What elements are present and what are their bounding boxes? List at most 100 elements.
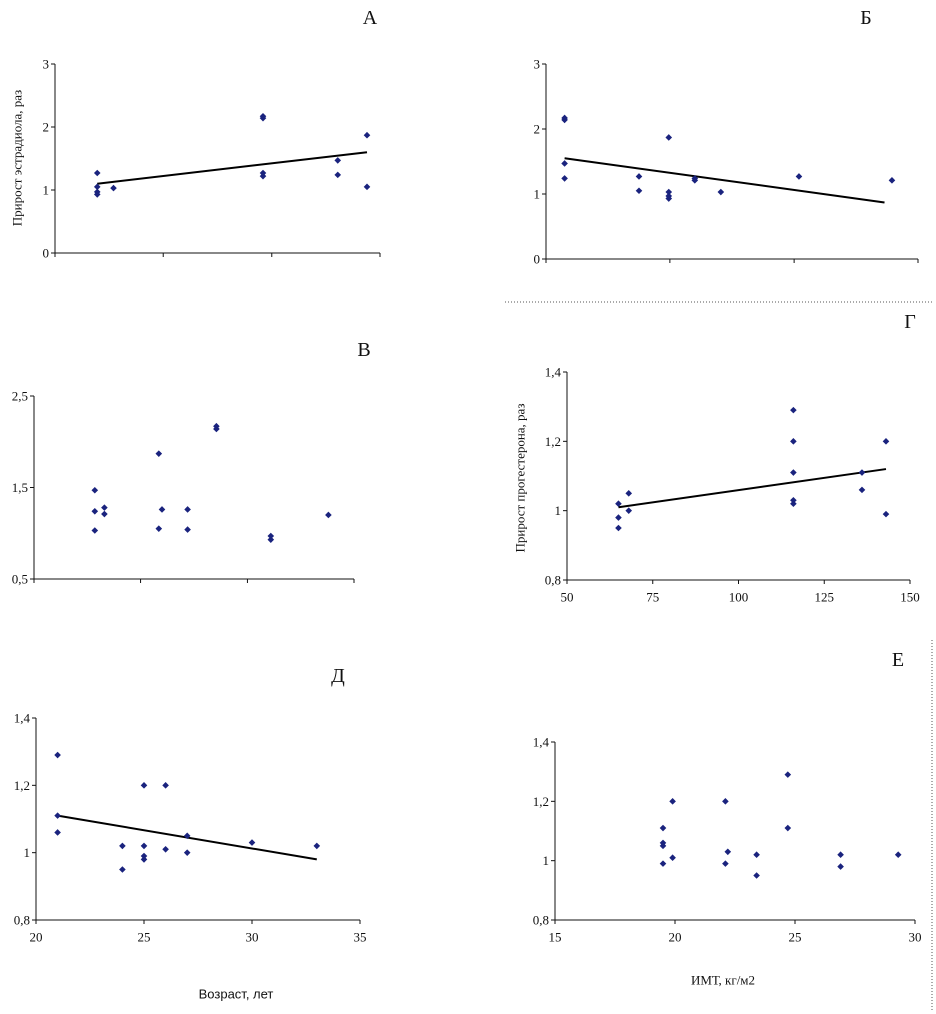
x-tick-label: 75 bbox=[646, 590, 659, 605]
data-point bbox=[363, 131, 371, 139]
y-tick-label: 3 bbox=[534, 57, 541, 72]
data-point bbox=[334, 157, 342, 164]
data-point bbox=[93, 191, 101, 198]
data-point bbox=[635, 187, 643, 195]
data-point bbox=[691, 177, 699, 184]
x-tick-label: 100 bbox=[729, 590, 749, 605]
data-point bbox=[882, 438, 890, 445]
y-tick-label: 1 bbox=[24, 845, 31, 860]
data-point bbox=[561, 116, 568, 124]
y-tick-label: 1 bbox=[555, 503, 562, 518]
chart-title: В bbox=[357, 339, 370, 361]
chart-title: Д bbox=[331, 665, 345, 687]
chart-panel-d: Д 0,8 1 1,2 1,4 20 25 30 35 Возраст, лет bbox=[14, 665, 367, 1002]
y-tick-label: 1,2 bbox=[14, 778, 30, 793]
data-point bbox=[625, 507, 633, 514]
data-point bbox=[837, 863, 844, 870]
data-point bbox=[635, 173, 643, 180]
data-point bbox=[665, 134, 673, 141]
x-tick-label: 20 bbox=[30, 930, 43, 945]
y-tick-label: 1 bbox=[543, 853, 550, 868]
x-tick-label: 35 bbox=[354, 930, 367, 945]
x-tick-label: 25 bbox=[789, 930, 802, 945]
chart-title: Г bbox=[904, 311, 916, 333]
trendline bbox=[564, 157, 885, 204]
data-point bbox=[784, 771, 792, 778]
data-point bbox=[155, 525, 163, 532]
x-tick-label: 125 bbox=[815, 590, 835, 605]
data-point bbox=[888, 177, 896, 184]
data-point bbox=[54, 812, 61, 819]
data-point bbox=[724, 848, 732, 856]
y-tick-label: 1,2 bbox=[545, 434, 561, 449]
data-point bbox=[54, 751, 61, 759]
data-point bbox=[753, 851, 760, 859]
chart-title: Е bbox=[892, 649, 904, 671]
trendline bbox=[618, 468, 887, 509]
data-point bbox=[259, 172, 267, 180]
y-tick-label: 1,4 bbox=[14, 711, 31, 726]
data-point bbox=[717, 188, 725, 196]
chart-panel-e: Е 0,8 1 1,2 1,4 15 20 25 30 ИМТ, кг/м2 bbox=[533, 649, 922, 988]
y-tick-label: 2,5 bbox=[12, 389, 28, 404]
x-tick-label: 50 bbox=[561, 590, 574, 605]
data-point bbox=[184, 526, 191, 533]
chart-panel-a: А 0 1 2 3 Прирост эстрадиола, раз bbox=[10, 7, 381, 261]
data-point bbox=[790, 500, 797, 508]
data-point bbox=[790, 406, 797, 414]
data-point bbox=[561, 160, 568, 167]
chart-panel-g: Г 0,8 1 1,2 1,4 50 75 100 125 150 Прирост прогесте… bbox=[513, 311, 920, 605]
data-point bbox=[267, 536, 275, 543]
data-point bbox=[91, 527, 99, 534]
data-point bbox=[615, 524, 622, 532]
data-point bbox=[790, 469, 797, 476]
data-point bbox=[119, 866, 126, 873]
data-point bbox=[313, 842, 321, 850]
data-point bbox=[659, 860, 667, 867]
data-point bbox=[669, 798, 676, 805]
x-tick-label: 25 bbox=[138, 930, 151, 945]
data-point bbox=[790, 496, 797, 504]
data-point bbox=[158, 506, 166, 513]
data-point bbox=[858, 486, 866, 494]
x-axis-label: Возраст, лет bbox=[199, 987, 274, 1002]
data-point bbox=[91, 507, 99, 515]
y-tick-label: 3 bbox=[43, 57, 50, 72]
data-point bbox=[615, 500, 622, 508]
data-point bbox=[665, 188, 673, 196]
data-point bbox=[615, 514, 622, 521]
chart-panel-b: Б 0 1 2 3 bbox=[534, 7, 919, 267]
data-point bbox=[93, 169, 101, 177]
data-point bbox=[790, 438, 797, 445]
data-point bbox=[140, 852, 148, 860]
data-point bbox=[162, 846, 169, 853]
data-point bbox=[259, 114, 267, 122]
data-point bbox=[795, 173, 803, 180]
x-tick-label: 15 bbox=[549, 930, 562, 945]
data-point bbox=[665, 195, 673, 202]
chart-title: Б bbox=[860, 7, 871, 29]
data-point bbox=[659, 824, 667, 832]
data-point bbox=[669, 854, 676, 861]
data-point bbox=[213, 425, 220, 433]
y-tick-label: 1,4 bbox=[545, 365, 562, 380]
data-point bbox=[722, 798, 729, 805]
data-point bbox=[54, 829, 61, 836]
chart-title: А bbox=[363, 7, 378, 29]
data-point bbox=[140, 856, 148, 863]
data-point bbox=[561, 175, 568, 182]
data-point bbox=[267, 532, 275, 540]
data-point bbox=[325, 511, 332, 519]
y-tick-label: 0,8 bbox=[545, 573, 561, 588]
y-tick-label: 0 bbox=[43, 246, 50, 261]
x-tick-label: 150 bbox=[900, 590, 920, 605]
y-tick-label: 0,8 bbox=[14, 913, 30, 928]
y-tick-label: 0,5 bbox=[12, 572, 28, 587]
y-tick-label: 1,4 bbox=[533, 735, 550, 750]
y-axis-label: Прирост прогестерона, раз bbox=[513, 404, 528, 553]
data-point bbox=[334, 171, 342, 179]
chart-panel-v: В 0,5 1,5 2,5 bbox=[12, 339, 371, 587]
x-tick-label: 20 bbox=[669, 930, 682, 945]
y-tick-label: 2 bbox=[534, 122, 541, 137]
data-point bbox=[140, 842, 148, 850]
